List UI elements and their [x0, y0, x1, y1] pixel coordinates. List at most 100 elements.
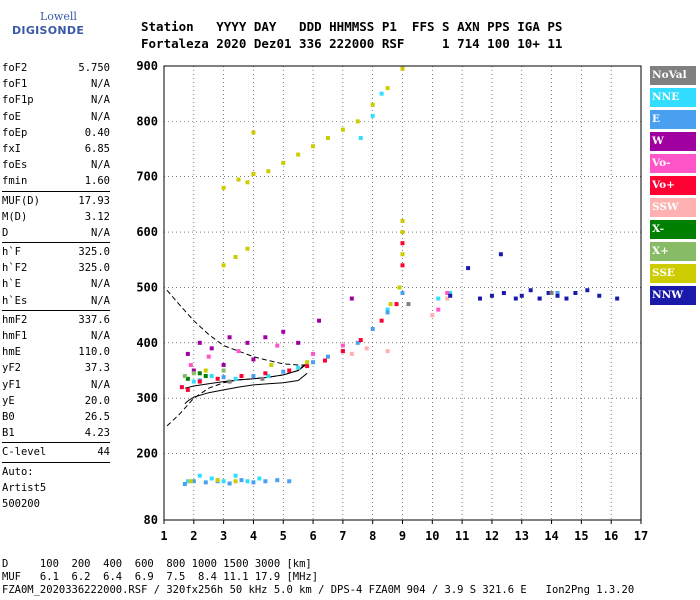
- echo-point: [260, 376, 265, 381]
- echo-point: [245, 180, 250, 185]
- x-tick-label: 2: [190, 529, 197, 543]
- legend-item: Vo-: [650, 154, 696, 173]
- echo-point: [317, 318, 322, 323]
- echo-point: [185, 376, 190, 381]
- param-row: foF1p N/A: [2, 92, 110, 108]
- param-name: h`E: [2, 278, 21, 291]
- param-value: 1.60: [84, 175, 110, 188]
- param-separator: [2, 309, 110, 311]
- param-row: foF1 N/A: [2, 76, 110, 92]
- echo-point: [379, 91, 384, 96]
- param-name: yF2: [2, 362, 21, 375]
- param-row: h`Es N/A: [2, 293, 110, 309]
- echo-point: [191, 371, 196, 376]
- param-row: MUF(D) 17.93: [2, 193, 110, 209]
- param-name: C-level: [2, 446, 47, 459]
- echo-point: [597, 293, 602, 298]
- echo-point: [221, 368, 226, 373]
- echo-point: [448, 291, 453, 295]
- legend-item: NNE: [650, 88, 696, 107]
- echo-point: [263, 479, 268, 484]
- echo-point: [251, 171, 256, 176]
- echo-point: [251, 357, 256, 362]
- param-name: h`Es: [2, 294, 28, 307]
- param-value: N/A: [91, 159, 110, 172]
- echo-point: [191, 479, 196, 484]
- echo-point: [287, 368, 292, 373]
- param-value: 325.0: [78, 262, 110, 275]
- param-text: 500200: [2, 497, 40, 510]
- param-value: N/A: [91, 226, 110, 239]
- param-name: M(D): [2, 210, 28, 223]
- y-tick-label: 700: [136, 170, 158, 184]
- echo-point: [188, 479, 193, 484]
- echo-point: [206, 354, 211, 359]
- param-row: foEp 0.40: [2, 125, 110, 141]
- param-row: yE 20.0: [2, 393, 110, 409]
- echo-point: [203, 374, 208, 379]
- param-value: N/A: [91, 110, 110, 123]
- param-value: N/A: [91, 378, 110, 391]
- param-value: N/A: [91, 78, 110, 91]
- echo-point: [430, 313, 435, 318]
- param-row: h`F2 325.0: [2, 260, 110, 276]
- echo-point: [203, 368, 208, 373]
- param-separator: [2, 442, 110, 444]
- param-name: foF1p: [2, 94, 34, 107]
- x-tick-label: 10: [425, 529, 439, 543]
- legend-item: NNW: [650, 286, 696, 305]
- echo-point: [233, 255, 238, 260]
- echo-point: [436, 296, 441, 301]
- x-tick-label: 9: [399, 529, 406, 543]
- echo-point: [251, 374, 256, 379]
- echo-point: [385, 310, 390, 315]
- echo-point: [340, 127, 345, 132]
- echo-point: [197, 340, 202, 345]
- param-name: MUF(D): [2, 194, 40, 207]
- echo-point: [400, 219, 405, 224]
- echo-point: [379, 318, 384, 323]
- echo-point: [191, 368, 196, 373]
- profile-curve: [184, 363, 308, 389]
- x-tick-label: 15: [574, 529, 588, 543]
- legend-item: SSE: [650, 264, 696, 283]
- echo-point: [215, 478, 220, 483]
- footer-muf-row: MUF 6.1 6.2 6.4 6.9 7.5 8.4 11.1 17.9 [M…: [2, 571, 319, 583]
- legend-item: W: [650, 132, 696, 151]
- logo-line1: Lowell: [40, 10, 77, 23]
- echo-point: [275, 478, 280, 483]
- echo-point: [445, 296, 450, 301]
- echo-point: [296, 152, 301, 157]
- echo-point: [325, 135, 330, 140]
- legend-item: NoVal: [650, 66, 696, 85]
- echo-point: [325, 354, 330, 359]
- echo-point: [448, 293, 453, 298]
- footer: D 100 200 400 600 800 1000 1500 3000 [km…: [2, 558, 634, 597]
- echo-point: [549, 291, 554, 295]
- param-row: foE N/A: [2, 109, 110, 125]
- echo-point: [188, 362, 193, 367]
- echo-point: [537, 296, 542, 301]
- echo-point: [385, 86, 390, 91]
- param-value: 0.40: [84, 126, 110, 139]
- param-row: foF2 5.750: [2, 60, 110, 76]
- echo-point: [513, 296, 518, 301]
- param-row: C-level 44: [2, 444, 110, 460]
- x-tick-label: 8: [369, 529, 376, 543]
- echo-point: [400, 241, 405, 246]
- echo-point: [227, 379, 232, 384]
- echo-point: [257, 476, 262, 481]
- echo-point: [394, 302, 399, 307]
- param-row: yF2 37.3: [2, 360, 110, 376]
- param-name: fxI: [2, 142, 21, 155]
- echo-point: [370, 326, 375, 331]
- echo-point: [364, 346, 369, 351]
- footer-distance-row: D 100 200 400 600 800 1000 1500 3000 [km…: [2, 558, 312, 570]
- param-row: yF1 N/A: [2, 377, 110, 393]
- echo-point: [370, 113, 375, 118]
- legend-item: X-: [650, 220, 696, 239]
- echo-point: [349, 296, 354, 301]
- echo-point: [263, 371, 268, 376]
- echo-point: [555, 293, 560, 298]
- echo-point: [266, 169, 271, 174]
